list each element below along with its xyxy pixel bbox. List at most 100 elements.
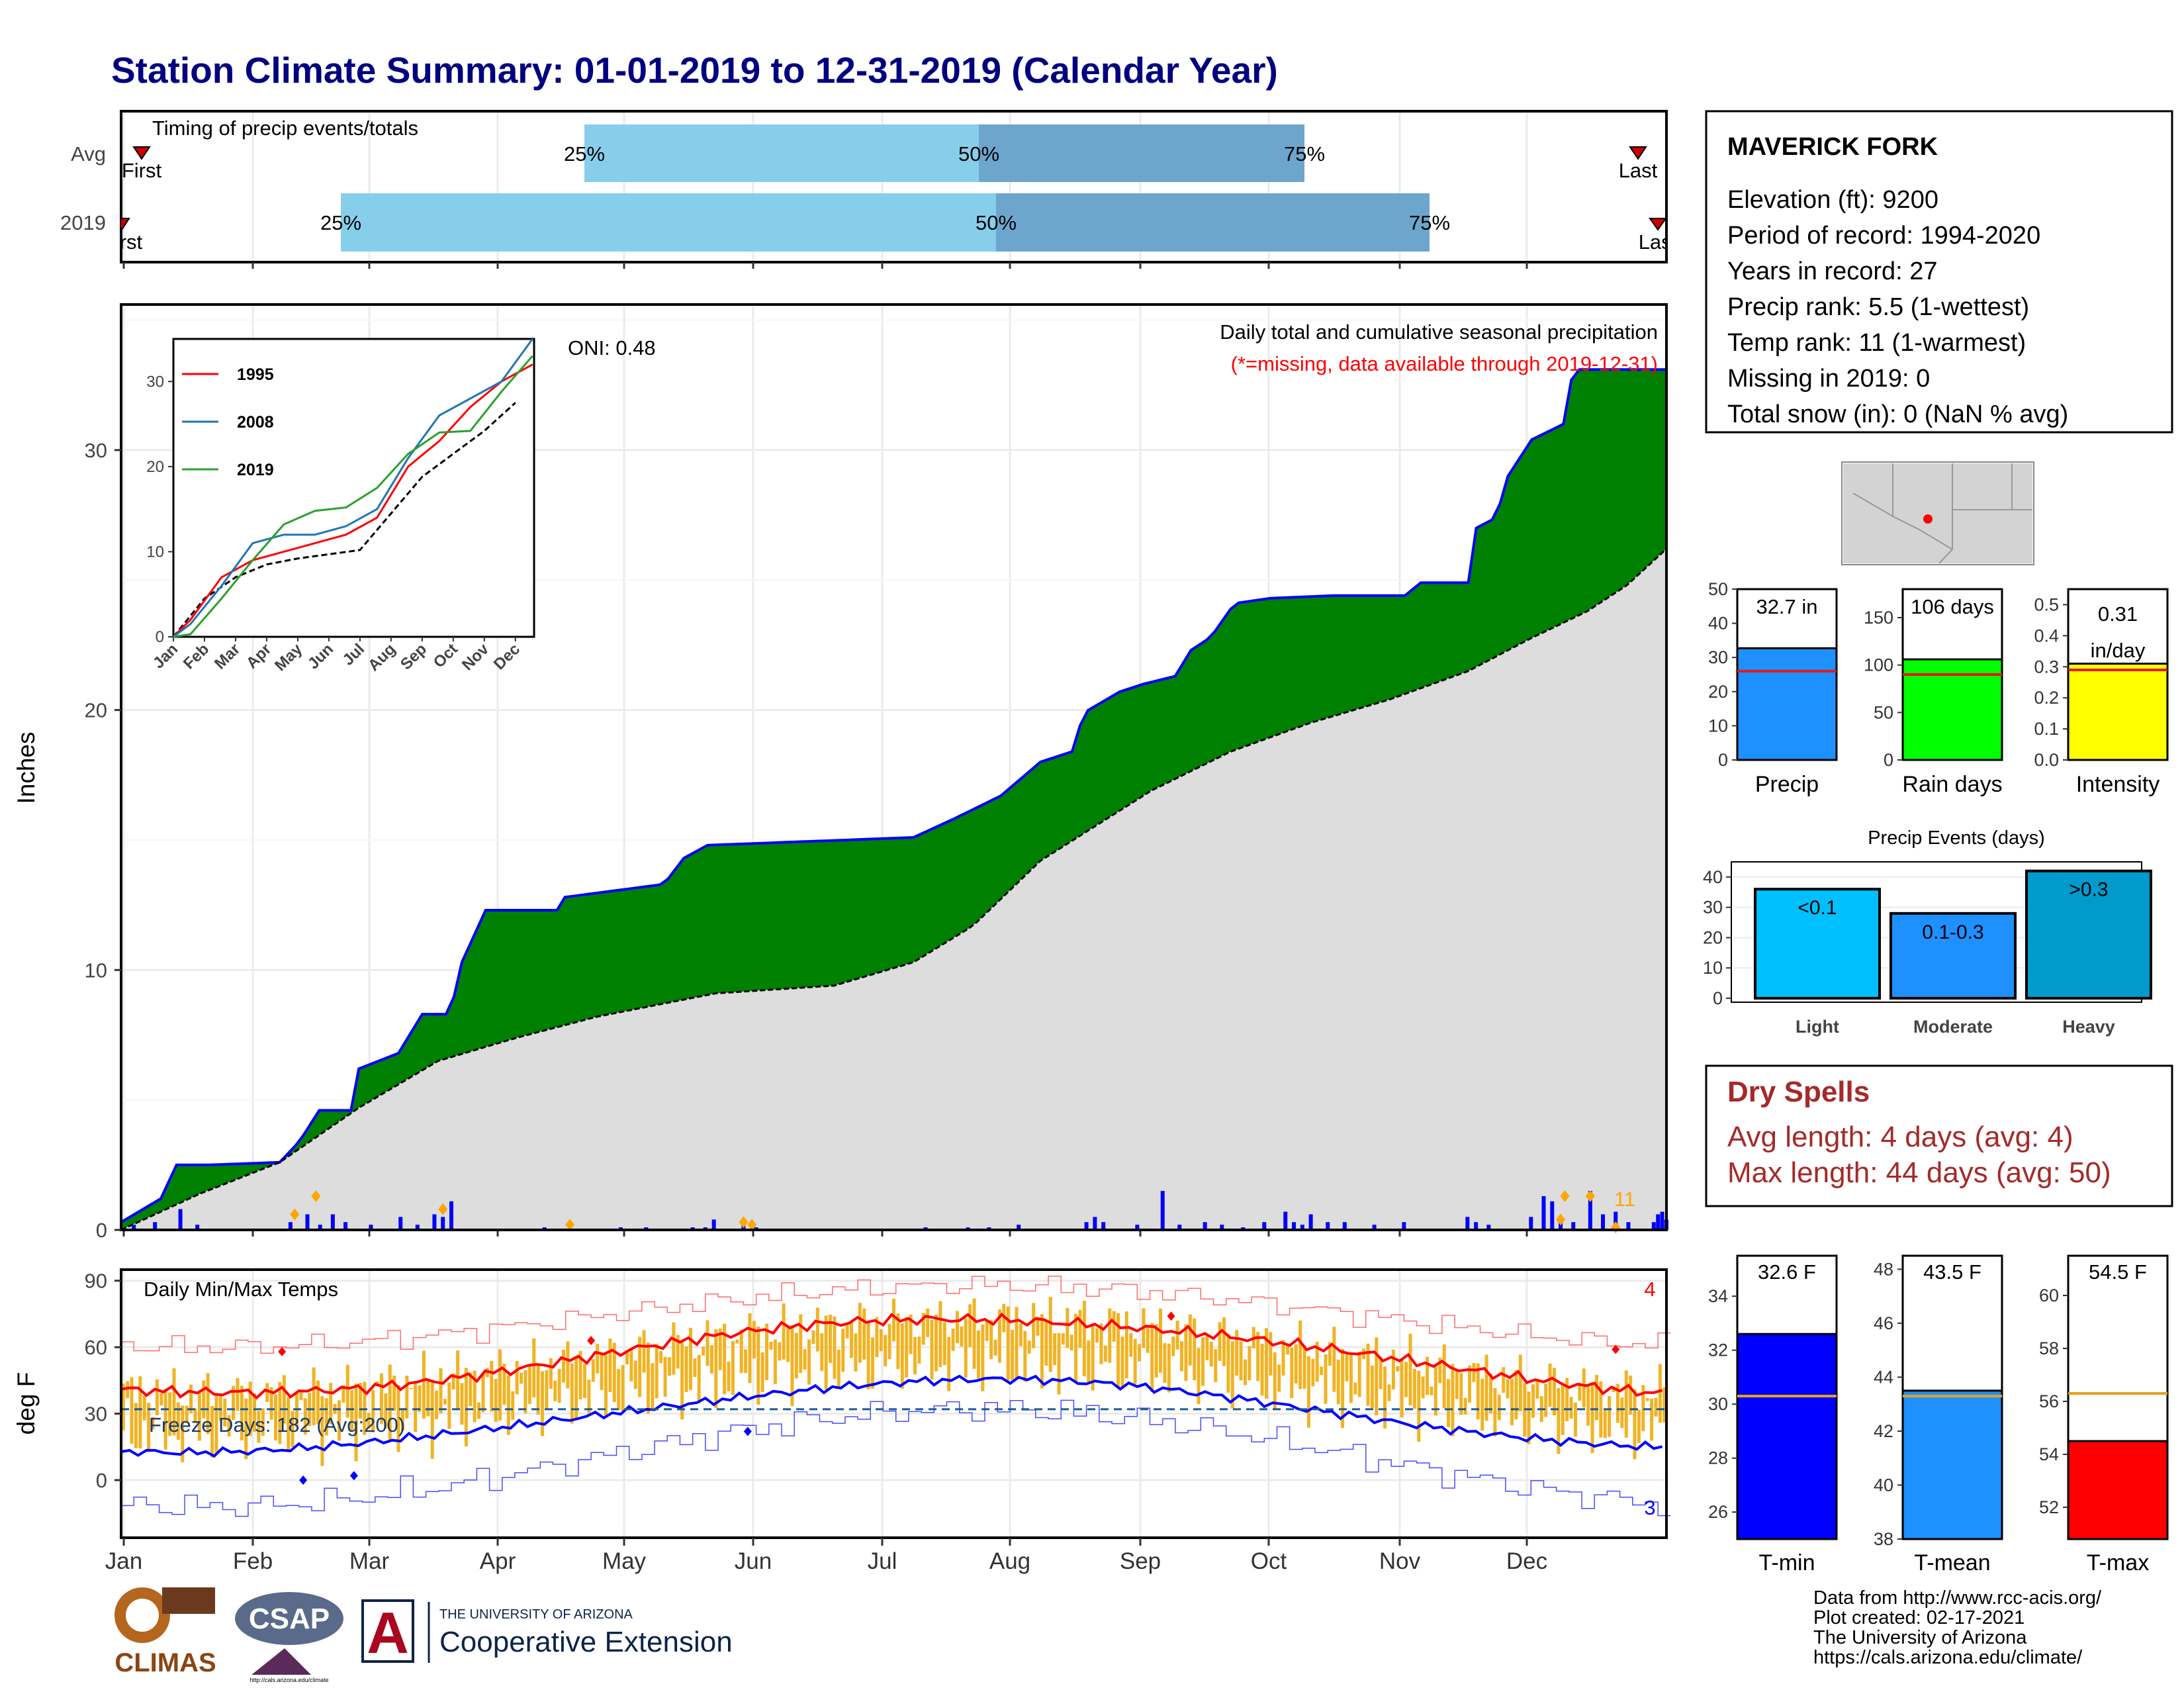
daily-temp-range-bar	[388, 1364, 392, 1440]
daily-temp-range-bar	[1197, 1348, 1201, 1405]
daily-temp-range-bar	[1387, 1384, 1391, 1401]
timing-avg-last-label: Last	[1619, 159, 1658, 182]
daily-temp-range-bar	[1353, 1382, 1357, 1395]
summary-bar-tick-label: 50	[1708, 579, 1728, 599]
daily-temp-range-bar	[291, 1411, 295, 1448]
daily-temp-range-bar	[769, 1341, 773, 1350]
temp-bar-tick-label: 32	[1708, 1340, 1728, 1360]
daily-temp-range-bar	[134, 1403, 138, 1448]
daily-temp-range-bar	[1201, 1337, 1205, 1386]
record-low-count: 3	[1644, 1496, 1655, 1519]
inset-series-line	[173, 355, 533, 638]
daily-temp-range-bar	[638, 1336, 642, 1397]
timing-2019-50-label: 50%	[976, 211, 1017, 234]
daily-temp-range-bar	[583, 1364, 586, 1399]
locator-map	[1841, 461, 2034, 565]
daily-temp-range-bar	[261, 1408, 265, 1436]
daily-temp-range-bar	[1006, 1306, 1010, 1381]
summary-bar-tick-label: 150	[1864, 608, 1893, 628]
daily-temp-range-bar	[1306, 1356, 1310, 1428]
station-line-1: Elevation (ft): 9200	[1727, 186, 1938, 214]
daily-precip-bar	[415, 1225, 420, 1230]
daily-precip-bar	[1084, 1222, 1089, 1230]
summary-bar-tick-label: 40	[1708, 614, 1728, 633]
daily-temp-range-bar	[418, 1385, 422, 1412]
daily-temp-range-bar	[1209, 1341, 1213, 1367]
daily-temp-range-bar	[248, 1382, 252, 1436]
ua-small-text: THE UNIVERSITY OF ARIZONA	[439, 1607, 633, 1622]
daily-temp-range-bar	[600, 1352, 604, 1390]
daily-temp-range-bar	[511, 1391, 515, 1420]
temp-bar-tick-label: 54	[2039, 1444, 2059, 1464]
daily-temp-range-bar	[663, 1356, 667, 1397]
temp-bar-label: T-min	[1759, 1550, 1815, 1575]
events-bar-label: 0.1-0.3	[1922, 921, 1983, 943]
events-category-label: Heavy	[2062, 1017, 2115, 1037]
daily-temp-range-bar	[921, 1313, 925, 1345]
daily-temp-range-bar	[760, 1352, 764, 1392]
daily-temp-range-bar	[527, 1364, 531, 1404]
daily-temp-range-bar	[206, 1373, 210, 1434]
precip-events-title: Precip Events (days)	[1868, 827, 2045, 849]
daily-temp-range-bar	[964, 1318, 968, 1378]
daily-temp-range-bar	[257, 1411, 261, 1443]
timing-panel: Timing of precip events/totals Avg 2019 …	[60, 110, 1678, 269]
daily-temp-range-bar	[303, 1398, 307, 1435]
daily-temp-range-bar	[185, 1405, 189, 1424]
daily-precip-bar	[305, 1214, 310, 1230]
cumulative-precip-line	[120, 368, 1666, 1223]
daily-temp-range-bar	[295, 1393, 298, 1427]
daily-temp-range-bar	[126, 1381, 130, 1399]
daily-temp-range-bar	[1285, 1344, 1289, 1355]
daily-temp-range-bar	[1019, 1323, 1023, 1346]
daily-precip-bar	[1571, 1222, 1576, 1230]
precip-y-axis: 0 10 20 30	[85, 439, 121, 1242]
precip-panel-border	[120, 303, 1668, 1231]
daily-temp-range-bar	[866, 1323, 870, 1389]
timing-2019-last-label: Last	[1639, 230, 1678, 254]
daily-temp-range-bar	[130, 1377, 134, 1444]
station-line-2: Period of record: 1994-2020	[1727, 222, 2040, 250]
record-high-marker	[1167, 1311, 1175, 1321]
events-bar-heavy	[2025, 869, 2152, 1000]
daily-temp-range-bar	[709, 1345, 713, 1374]
map-states	[1843, 463, 2032, 563]
normal-precip-line	[120, 547, 1668, 1231]
daily-temp-range-bar	[1294, 1344, 1298, 1383]
daily-temp-range-bar	[176, 1402, 180, 1440]
station-name: MAVERICK FORK	[1727, 133, 1938, 161]
temp-bar-tick-label: 44	[1874, 1367, 1893, 1387]
daily-temp-range-bar	[1468, 1365, 1472, 1403]
station-line-5: Temp rank: 11 (1-warmest)	[1727, 329, 2026, 357]
precip-y-label: Inches	[13, 731, 40, 804]
daily-temp-range-bar	[1133, 1338, 1137, 1384]
daily-temp-range-bar	[1061, 1333, 1065, 1345]
inset-frame	[172, 338, 535, 638]
daily-temp-range-bar	[227, 1415, 231, 1437]
heavy-event-marker	[438, 1203, 448, 1215]
month-tick-label: Dec	[1506, 1548, 1547, 1574]
daily-temp-range-bar	[612, 1342, 616, 1403]
record-high-count: 4	[1644, 1278, 1655, 1301]
daily-temp-range-bar	[1138, 1344, 1142, 1362]
events-bar-light	[1754, 888, 1881, 1000]
daily-precip-bar	[1402, 1222, 1406, 1230]
daily-temp-range-bar	[1032, 1303, 1036, 1348]
daily-temp-range-bar	[1146, 1325, 1150, 1353]
daily-temp-range-bar	[1615, 1383, 1619, 1423]
daily-temp-range-bar	[1328, 1342, 1332, 1366]
daily-temp-range-bar	[520, 1372, 523, 1384]
daily-precip-bar	[1308, 1214, 1313, 1230]
daily-temp-range-bar	[578, 1351, 582, 1399]
daily-temp-range-bar	[1573, 1402, 1577, 1437]
station-line-4: Precip rank: 5.5 (1-wettest)	[1727, 293, 2029, 321]
daily-precip-bar	[1101, 1222, 1106, 1230]
daily-temp-range-bar	[274, 1394, 277, 1441]
daily-temp-range-bar	[1218, 1322, 1222, 1361]
daily-temp-range-bar	[1171, 1336, 1175, 1356]
temp-bar-t-max	[2067, 1440, 2169, 1540]
daily-temp-range-bar	[1078, 1309, 1082, 1348]
average-min-line	[120, 1374, 1663, 1458]
precip-events-chart: Precip Events (days) 010203040<0.1Light0…	[1703, 827, 2152, 1037]
daily-temp-range-bar	[460, 1383, 464, 1425]
